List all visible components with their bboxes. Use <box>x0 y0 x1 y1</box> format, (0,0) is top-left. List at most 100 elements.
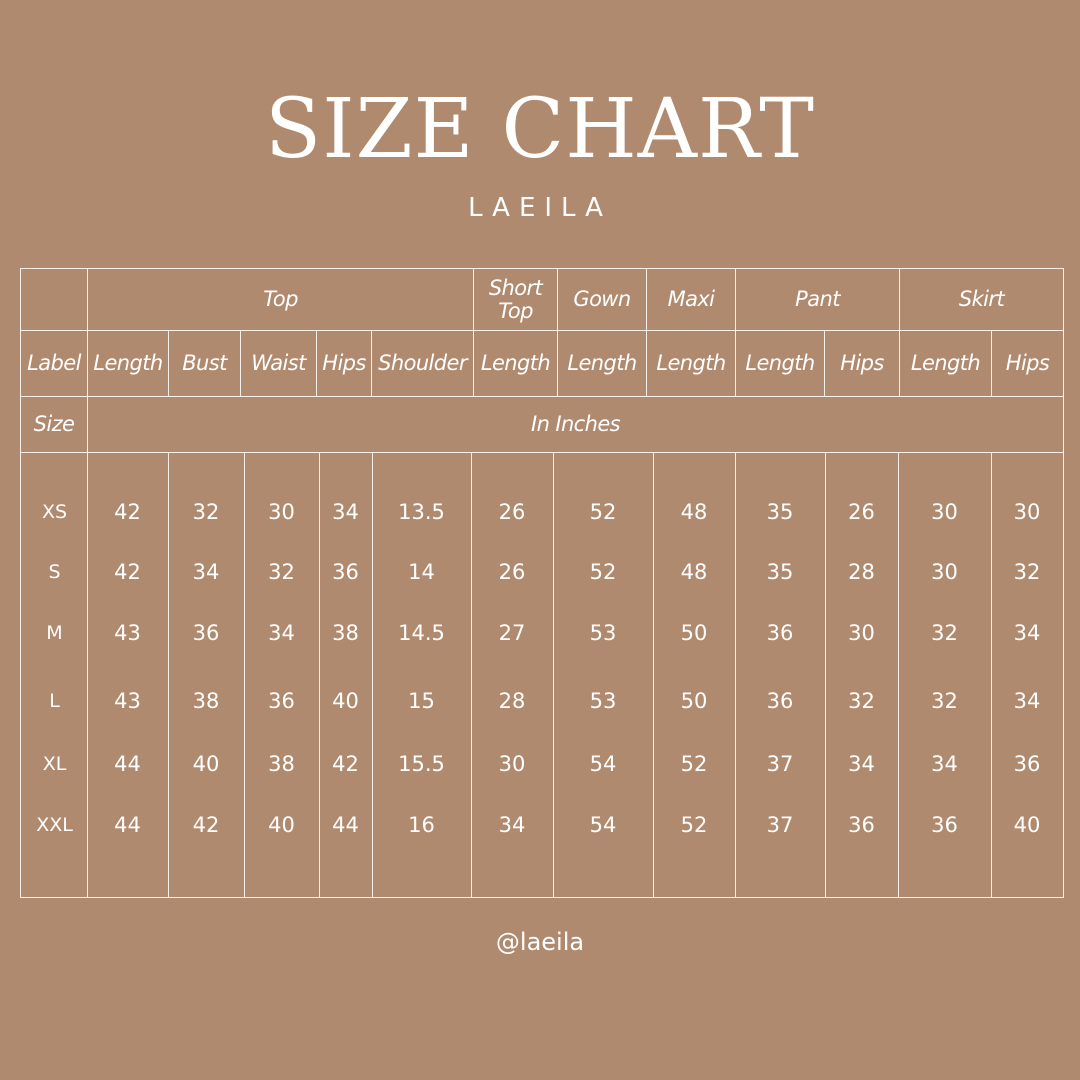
body-column <box>991 452 1064 898</box>
size-label: S <box>48 561 61 583</box>
size-value: 44 <box>114 813 141 837</box>
size-value: 32 <box>268 560 295 584</box>
header-empty-cell <box>20 268 88 331</box>
size-label: XL <box>42 753 67 775</box>
label-header: Label <box>20 330 88 397</box>
size-value: 42 <box>114 500 141 524</box>
size-value: 54 <box>589 813 617 837</box>
column-header: Waist <box>240 330 317 397</box>
size-value: 50 <box>680 689 708 713</box>
size-header: Size <box>20 396 88 453</box>
size-value: 36 <box>332 560 359 584</box>
column-header: Shoulder <box>371 330 474 397</box>
size-value: 37 <box>766 813 794 837</box>
column-header: Length <box>899 330 992 397</box>
size-value: 32 <box>192 500 220 524</box>
size-value: 48 <box>680 500 708 524</box>
size-value: 42 <box>332 752 359 776</box>
size-value: 37 <box>766 752 794 776</box>
size-value: 34 <box>332 500 359 524</box>
size-value: 52 <box>680 752 708 776</box>
size-value: 52 <box>680 813 708 837</box>
size-label: L <box>49 690 60 712</box>
size-value: 26 <box>498 560 526 584</box>
group-header: Short Top <box>473 268 558 331</box>
size-value: 32 <box>931 621 958 645</box>
size-value: 30 <box>848 621 875 645</box>
size-value: 34 <box>192 560 220 584</box>
size-value: 40 <box>268 813 295 837</box>
size-value: 34 <box>1013 689 1041 713</box>
size-value: 32 <box>1013 560 1041 584</box>
size-value: 35 <box>766 560 794 584</box>
column-header: Hips <box>991 330 1064 397</box>
size-value: 28 <box>848 560 875 584</box>
size-value: 36 <box>766 689 794 713</box>
size-value: 34 <box>268 621 295 645</box>
size-value: 34 <box>1013 621 1041 645</box>
size-value: 44 <box>114 752 141 776</box>
size-value: 38 <box>192 689 220 713</box>
size-value: 52 <box>589 560 617 584</box>
size-value: 54 <box>589 752 617 776</box>
size-value: 32 <box>848 689 875 713</box>
size-value: 43 <box>114 689 141 713</box>
size-label: XXL <box>36 814 73 836</box>
size-value: 34 <box>931 752 958 776</box>
brand-name: LAEILA <box>468 193 612 223</box>
size-value: 36 <box>766 621 794 645</box>
size-value: 42 <box>192 813 220 837</box>
size-value: 36 <box>268 689 295 713</box>
size-value: 43 <box>114 621 141 645</box>
size-value: 30 <box>268 500 295 524</box>
size-value: 30 <box>498 752 526 776</box>
size-label: XS <box>41 501 68 523</box>
size-value: 40 <box>332 689 359 713</box>
size-value: 42 <box>114 560 141 584</box>
size-value: 30 <box>1013 500 1041 524</box>
column-header: Length <box>473 330 558 397</box>
size-value: 38 <box>332 621 359 645</box>
size-value: 53 <box>589 621 617 645</box>
group-header: Skirt <box>899 268 1064 331</box>
size-value: 16 <box>408 813 435 837</box>
size-value: 36 <box>931 813 958 837</box>
size-value: 36 <box>848 813 875 837</box>
size-value: 26 <box>498 500 526 524</box>
size-value: 13.5 <box>398 500 445 524</box>
size-value: 36 <box>1013 752 1041 776</box>
column-header: Length <box>646 330 736 397</box>
size-value: 35 <box>766 500 794 524</box>
size-value: 30 <box>931 560 958 584</box>
size-value: 36 <box>192 621 220 645</box>
column-header: Length <box>87 330 169 397</box>
size-value: 14.5 <box>398 621 445 645</box>
group-header: Top <box>87 268 474 331</box>
size-value: 27 <box>498 621 526 645</box>
size-value: 44 <box>332 813 359 837</box>
column-header: Length <box>735 330 825 397</box>
size-label: M <box>46 622 63 644</box>
size-value: 26 <box>848 500 875 524</box>
social-handle: @laeila <box>495 928 585 956</box>
size-value: 52 <box>589 500 617 524</box>
size-value: 53 <box>589 689 617 713</box>
size-value: 40 <box>192 752 220 776</box>
column-header: Hips <box>824 330 900 397</box>
size-value: 50 <box>680 621 708 645</box>
group-header: Gown <box>557 268 647 331</box>
size-value: 15 <box>408 689 435 713</box>
unit-header: In Inches <box>87 396 1064 453</box>
page-title: SIZE CHART <box>265 82 815 177</box>
size-value: 32 <box>931 689 958 713</box>
size-value: 15.5 <box>398 752 445 776</box>
size-value: 28 <box>498 689 526 713</box>
size-value: 38 <box>268 752 295 776</box>
size-value: 34 <box>848 752 875 776</box>
size-value: 34 <box>498 813 526 837</box>
size-value: 40 <box>1013 813 1041 837</box>
size-value: 48 <box>680 560 708 584</box>
column-header: Length <box>557 330 647 397</box>
size-value: 14 <box>408 560 435 584</box>
size-value: 30 <box>931 500 958 524</box>
